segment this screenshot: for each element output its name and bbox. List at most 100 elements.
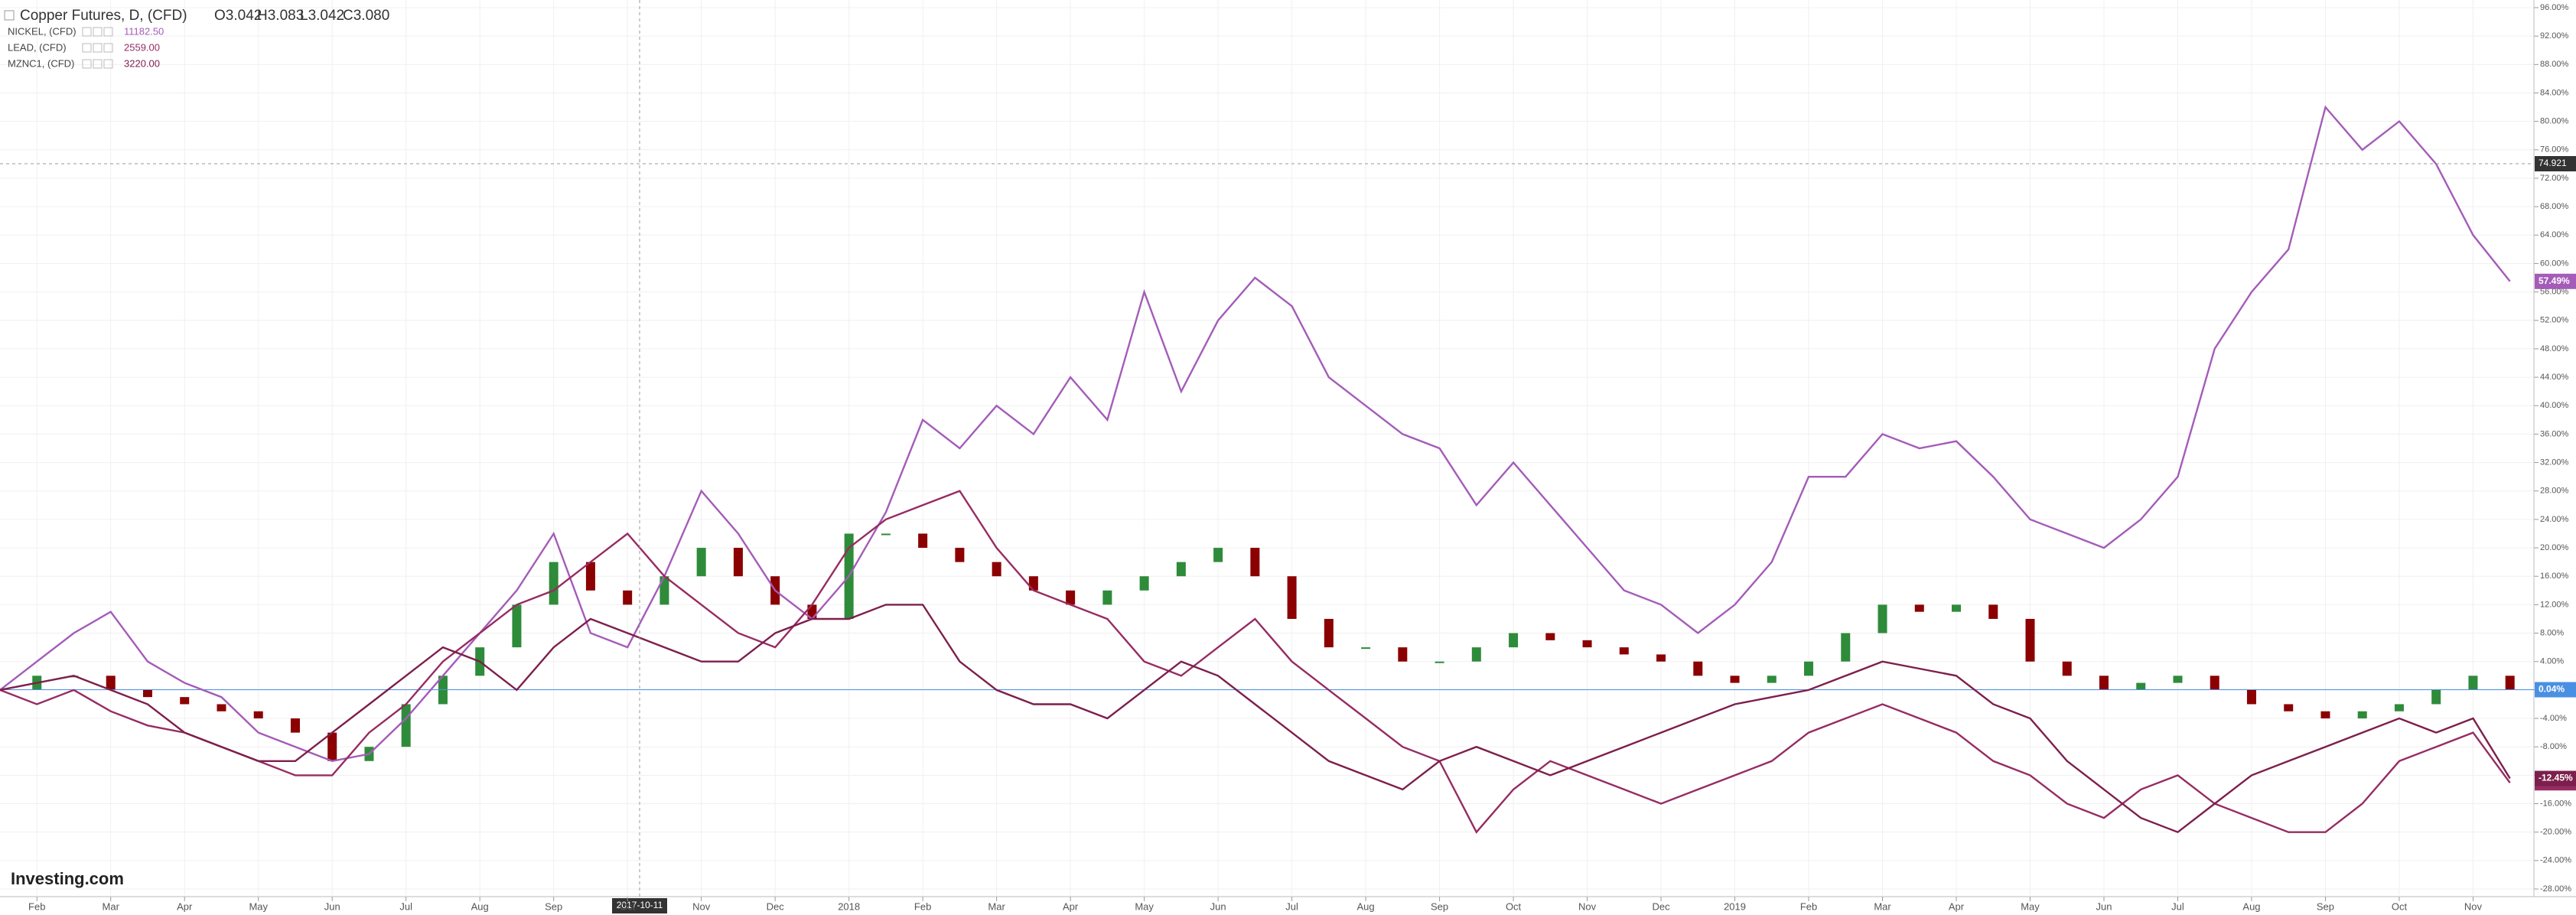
candle xyxy=(1988,604,1998,619)
x-tick-label: Aug xyxy=(1357,900,1375,912)
y-tick-label: 52.00% xyxy=(2540,316,2569,325)
ohlc-close: C3.080 xyxy=(343,8,389,24)
x-tick-label: Dec xyxy=(1652,900,1670,912)
y-tick-label: -8.00% xyxy=(2540,742,2567,751)
candle xyxy=(106,676,116,690)
y-tick-label: 56.00% xyxy=(2540,288,2569,297)
x-tick-label: 2019 xyxy=(1724,900,1746,912)
x-tick-label: 2018 xyxy=(838,900,860,912)
crosshair-y-label: 74.921 xyxy=(2539,158,2567,168)
candle xyxy=(217,704,226,711)
x-tick-label: May xyxy=(1135,900,1154,912)
value-label-box xyxy=(2535,770,2576,786)
legend-icon xyxy=(82,27,92,37)
legend-price: 3220.00 xyxy=(124,57,160,69)
legend-name: LEAD, (CFD) xyxy=(8,41,67,53)
x-tick-label: Jun xyxy=(324,900,340,912)
y-tick-label: 8.00% xyxy=(2540,628,2564,637)
y-tick-label: 4.00% xyxy=(2540,657,2564,666)
value-label: 0.04% xyxy=(2539,684,2565,695)
legend-icon xyxy=(93,43,103,53)
candle xyxy=(2062,661,2072,676)
y-tick-label: 76.00% xyxy=(2540,145,2569,155)
candle xyxy=(1066,590,1076,605)
x-tick-label: Apr xyxy=(1063,900,1079,912)
chart-title: Copper Futures, D, (CFD) xyxy=(20,8,187,24)
candle xyxy=(1730,676,1740,683)
y-tick-label: 60.00% xyxy=(2540,259,2569,268)
y-tick-label: 40.00% xyxy=(2540,401,2569,410)
x-tick-label: Apr xyxy=(177,900,193,912)
value-label: -12.45% xyxy=(2539,773,2573,783)
candle xyxy=(1693,661,1703,676)
candle xyxy=(1287,576,1297,619)
candle xyxy=(2284,704,2294,711)
y-tick-label: -20.00% xyxy=(2540,828,2571,837)
candle xyxy=(1324,618,1334,648)
value-label-box xyxy=(2535,273,2576,289)
candle xyxy=(253,711,263,719)
legend-icon xyxy=(93,27,103,37)
value-label: 57.49% xyxy=(2539,275,2570,286)
y-tick-label: 64.00% xyxy=(2540,230,2569,239)
series-line xyxy=(0,105,2511,763)
candle xyxy=(2099,676,2109,690)
x-tick-label: Aug xyxy=(471,900,489,912)
x-tick-label: Mar xyxy=(103,900,120,912)
candle xyxy=(2320,711,2330,719)
candle xyxy=(180,697,190,705)
x-tick-label: Dec xyxy=(767,900,785,912)
y-tick-label: 72.00% xyxy=(2540,174,2569,183)
x-tick-label: Jul xyxy=(399,900,412,912)
candle xyxy=(1619,647,1629,655)
x-tick-label: Nov xyxy=(692,900,711,912)
series-line xyxy=(0,490,2511,834)
candle xyxy=(1361,647,1371,650)
y-tick-label: 92.00% xyxy=(2540,31,2569,41)
ohlc-high: H3.083 xyxy=(257,8,304,24)
candle xyxy=(2210,676,2219,690)
candle xyxy=(1028,576,1038,591)
candle xyxy=(2505,676,2515,690)
candle xyxy=(955,548,965,562)
y-tick-label: 84.00% xyxy=(2540,88,2569,97)
candle xyxy=(2025,618,2035,662)
candle xyxy=(1952,604,1962,612)
ohlc-open: O3.042 xyxy=(214,8,262,24)
candle xyxy=(1176,562,1186,577)
legend-icon xyxy=(103,27,113,37)
x-tick-label: Mar xyxy=(1874,900,1891,912)
plot xyxy=(0,105,2534,834)
candle xyxy=(918,533,928,549)
collapse-icon[interactable] xyxy=(4,10,15,21)
legend-icon xyxy=(93,59,103,69)
candle xyxy=(2173,676,2183,683)
y-tick-label: 36.00% xyxy=(2540,429,2569,438)
y-tick-label: 20.00% xyxy=(2540,543,2569,552)
y-tick-label: 44.00% xyxy=(2540,373,2569,382)
x-tick-label: Sep xyxy=(2317,900,2334,912)
candle xyxy=(696,548,706,577)
candle xyxy=(1804,661,1814,676)
candle xyxy=(512,604,522,648)
y-tick-label: -16.00% xyxy=(2540,799,2571,808)
crosshair-x-label: 2017-10-11 xyxy=(617,900,663,910)
y-tick-label: 12.00% xyxy=(2540,600,2569,609)
x-tick-label: Jul xyxy=(1285,900,1298,912)
x-tick-label: Oct xyxy=(2392,900,2408,912)
x-tick-label: May xyxy=(249,900,268,912)
candle xyxy=(1914,604,1924,612)
series-line xyxy=(0,604,2511,834)
x-tick-label: Jun xyxy=(1210,900,1226,912)
legend-icon xyxy=(82,43,92,53)
y-tick-label: 24.00% xyxy=(2540,515,2569,524)
x-tick-label: Apr xyxy=(1949,900,1965,912)
candle xyxy=(585,562,595,591)
value-label-box xyxy=(2535,682,2576,698)
y-tick-label: 16.00% xyxy=(2540,571,2569,581)
y-tick-label: 96.00% xyxy=(2540,3,2569,12)
x-tick-label: Aug xyxy=(2242,900,2260,912)
header: Copper Futures, D, (CFD) O3.042 H3.083 L… xyxy=(4,8,389,24)
x-tick-label: Jul xyxy=(2171,900,2184,912)
